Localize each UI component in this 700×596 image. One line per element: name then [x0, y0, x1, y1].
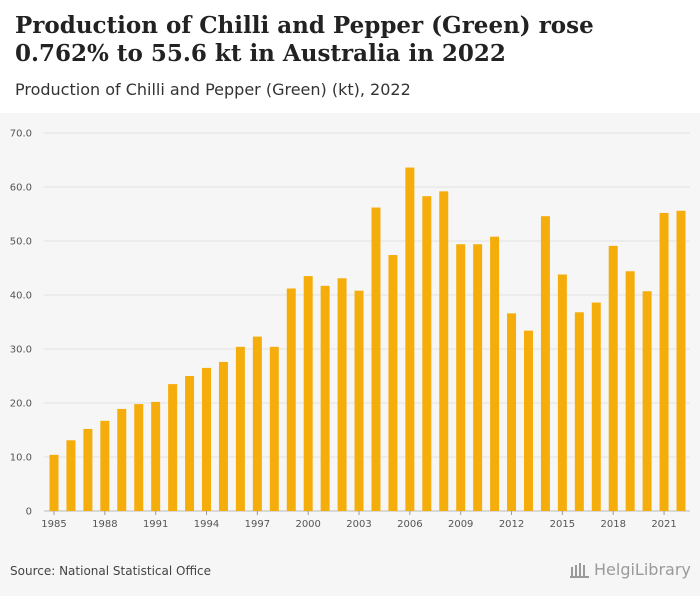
y-tick-label: 50.0 — [10, 237, 32, 248]
x-axis: 1985 1988 1991 1994 1997 2000 2003 2006 2009 2012… — [41, 511, 677, 530]
bar-2016 — [574, 312, 584, 511]
bar-chart: 010.020.030.040.050.060.070.0 1985 1988 19… — [10, 129, 690, 530]
y-tick-label: 0 — [26, 507, 32, 518]
x-tick-label: 2003 — [346, 519, 371, 530]
bar-2008 — [439, 191, 449, 511]
bar-2020 — [642, 291, 652, 511]
y-tick-label: 40.0 — [10, 291, 32, 302]
bar-2006 — [405, 167, 415, 511]
bar-1988 — [100, 420, 110, 511]
bar-1998 — [269, 346, 279, 511]
bar-2021 — [659, 212, 669, 512]
bar-2022 — [676, 210, 686, 511]
bar-2002 — [337, 278, 347, 511]
x-tick-label: 2021 — [651, 519, 676, 530]
source-note: Source: National Statistical Office — [10, 564, 212, 578]
bar-2018 — [608, 245, 618, 512]
bar-2015 — [557, 274, 567, 511]
x-tick-label: 1991 — [143, 519, 168, 530]
bar-1985 — [49, 454, 59, 511]
bar-1986 — [66, 440, 76, 511]
y-tick-label: 20.0 — [10, 399, 32, 410]
bars — [49, 167, 686, 512]
y-tick-label: 30.0 — [10, 345, 32, 356]
header: Production of Chilli and Pepper (Green) … — [0, 0, 700, 113]
x-tick-label: 2018 — [600, 519, 625, 530]
y-axis: 0 10.0 20.0 30.0 40.0 50.0 60.0 70.0 — [10, 129, 32, 518]
bar-2007 — [422, 196, 432, 511]
bar-1995 — [218, 361, 228, 511]
x-tick-label: 2000 — [295, 519, 320, 530]
bar-1991 — [151, 401, 161, 511]
bar-2001 — [320, 285, 330, 511]
library-icon — [570, 562, 589, 578]
page-title: Production of Chilli and Pepper (Green) … — [15, 12, 594, 67]
bar-2019 — [625, 271, 635, 511]
bar-1994 — [202, 367, 212, 511]
brand-logo: HelgiLibrary — [570, 560, 691, 579]
x-tick-label: 2015 — [550, 519, 575, 530]
brand-name: HelgiLibrary — [594, 560, 691, 579]
chart-subtitle: Production of Chilli and Pepper (Green) … — [15, 80, 411, 99]
bar-2014 — [540, 216, 550, 511]
bar-1999 — [286, 288, 296, 511]
y-tick-label: 60.0 — [10, 183, 32, 194]
x-tick-label: 1988 — [92, 519, 117, 530]
bar-1996 — [235, 346, 245, 511]
x-tick-label: 2006 — [397, 519, 422, 530]
bar-1987 — [83, 428, 93, 511]
bar-2012 — [507, 313, 517, 511]
bar-2004 — [371, 207, 381, 511]
bar-1989 — [117, 408, 127, 511]
bar-2011 — [490, 236, 500, 511]
x-tick-label: 1997 — [245, 519, 270, 530]
bar-2017 — [591, 302, 601, 511]
bar-2009 — [456, 244, 466, 512]
bar-2013 — [523, 330, 533, 511]
bar-1990 — [134, 404, 144, 511]
bar-2000 — [303, 276, 313, 511]
y-tick-label: 70.0 — [10, 129, 32, 140]
bar-1997 — [252, 336, 262, 511]
x-tick-label: 1994 — [194, 519, 219, 530]
bar-2010 — [473, 244, 483, 512]
bar-2005 — [388, 255, 398, 511]
y-tick-label: 10.0 — [10, 453, 32, 464]
x-tick-label: 2012 — [499, 519, 524, 530]
x-tick-label: 2009 — [448, 519, 473, 530]
x-tick-label: 1985 — [41, 519, 66, 530]
bar-1992 — [168, 384, 178, 511]
bar-2003 — [354, 290, 364, 511]
bar-1993 — [185, 376, 195, 511]
